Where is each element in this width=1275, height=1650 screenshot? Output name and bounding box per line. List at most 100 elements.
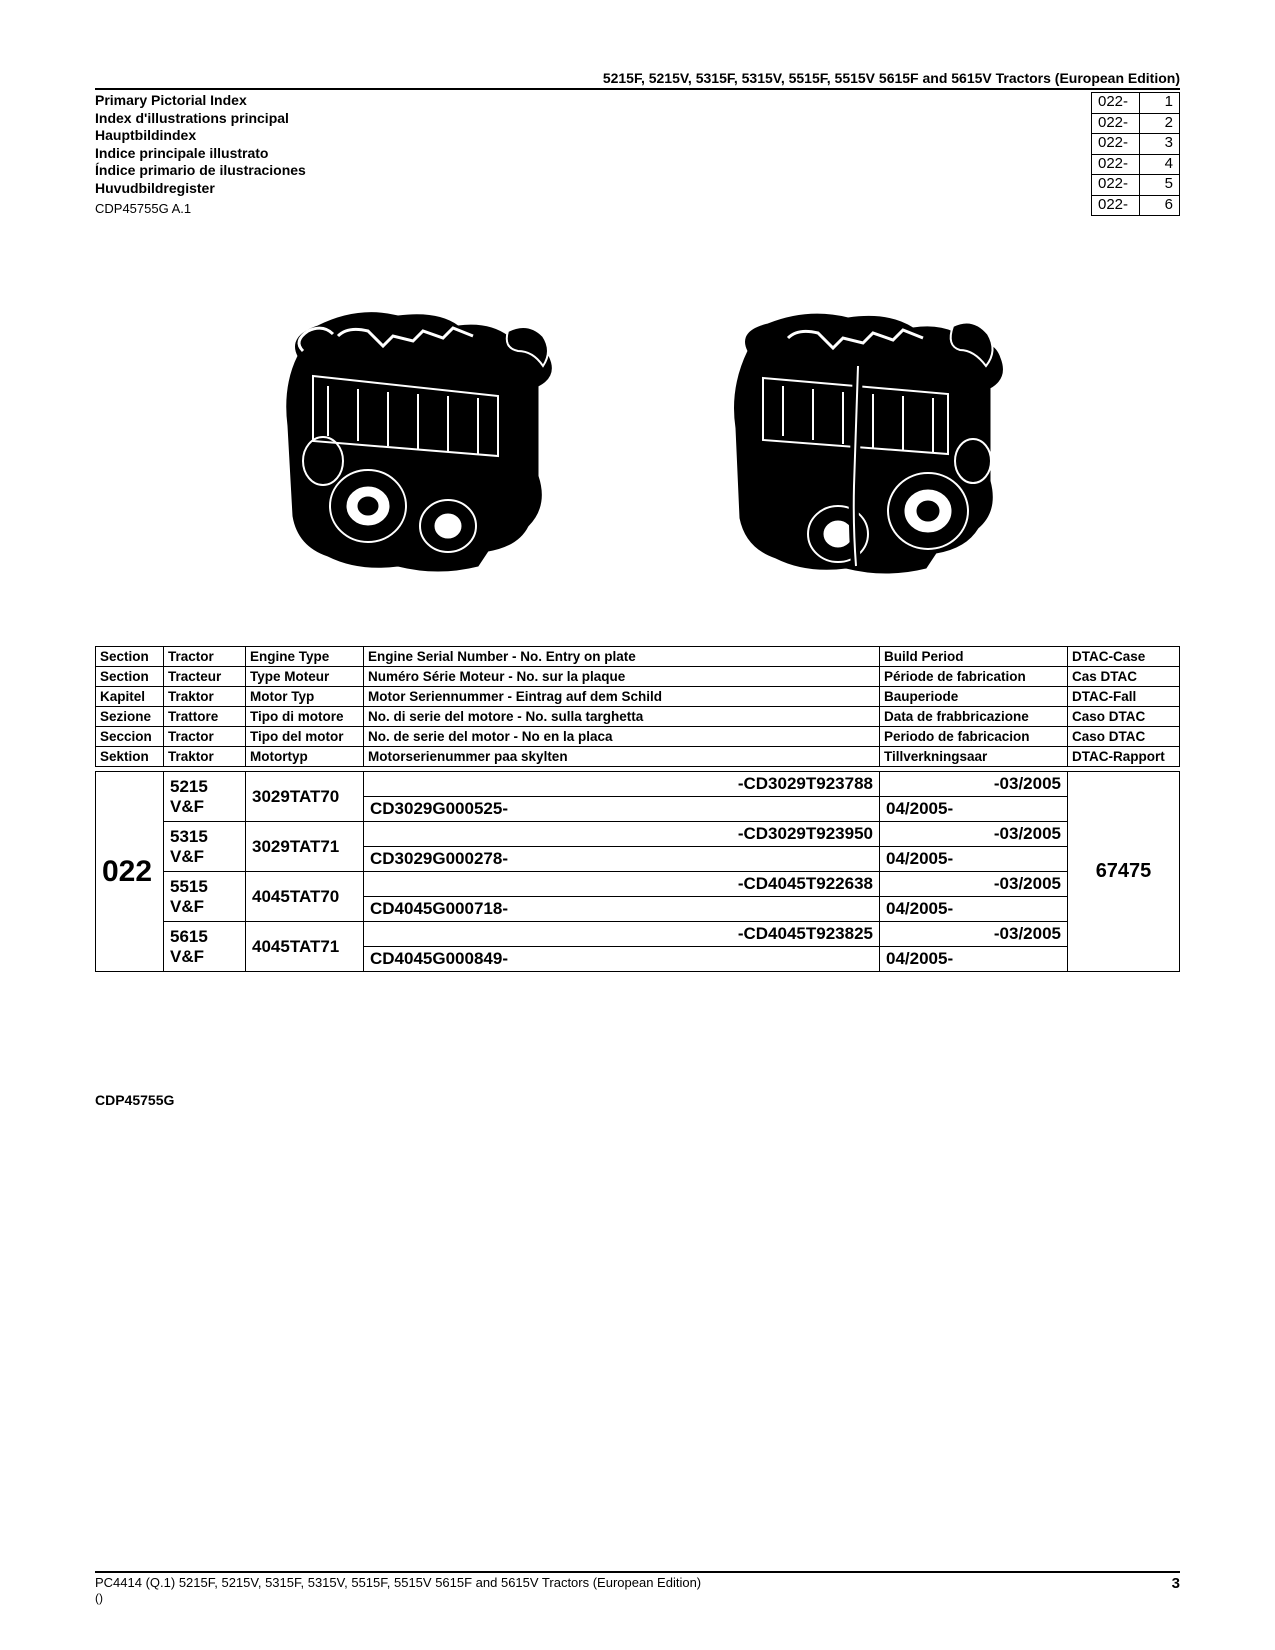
table-row: 5315 V&F 3029TAT71 -CD3029T923950 -03/20… (96, 822, 1180, 847)
table-row: SektionTraktorMotortypMotorserienummer p… (96, 747, 1180, 767)
engine-type: 3029TAT71 (246, 822, 364, 872)
th-engine: Tipo di motore (246, 707, 364, 727)
table-row: SezioneTrattoreTipo di motoreNo. di seri… (96, 707, 1180, 727)
th-serial: No. de serie del motor - No en la placa (364, 727, 880, 747)
th-section: Seccion (96, 727, 164, 747)
serial-number: CD3029G000278- (364, 847, 880, 872)
index-title-fr: Index d'illustrations principal (95, 110, 306, 128)
index-ref-sec: 022- (1092, 154, 1140, 175)
index-reference-table: 022-1 022-2 022-3 022-4 022-5 022-6 (1091, 92, 1180, 216)
engine-right-icon (678, 276, 1038, 586)
th-dtac: Caso DTAC (1068, 707, 1180, 727)
build-period: 04/2005- (880, 847, 1068, 872)
index-ref-pg: 4 (1140, 154, 1180, 175)
index-ref-pg: 6 (1140, 195, 1180, 216)
serial-number: CD4045G000849- (364, 947, 880, 972)
page-footer: PC4414 (Q.1) 5215F, 5215V, 5315F, 5315V,… (95, 1571, 1180, 1605)
table-row: SectionTractorEngine TypeEngine Serial N… (96, 647, 1180, 667)
cdp-reference-bottom: CDP45755G (95, 1092, 1180, 1108)
th-engine: Tipo del motor (246, 727, 364, 747)
th-dtac: Caso DTAC (1068, 727, 1180, 747)
build-period: -03/2005 (880, 872, 1068, 897)
th-dtac: DTAC-Rapport (1068, 747, 1180, 767)
footer-sub: () (95, 1591, 103, 1605)
tractor-model: 5215 V&F (164, 772, 246, 822)
th-tractor: Tractor (164, 727, 246, 747)
table-row: SectionTracteurType MoteurNuméro Série M… (96, 667, 1180, 687)
index-title-block: Primary Pictorial Index Index d'illustra… (95, 92, 306, 197)
build-period: 04/2005- (880, 897, 1068, 922)
engine-left-icon (238, 276, 598, 586)
serial-number: CD3029G000525- (364, 797, 880, 822)
index-title-es: Índice primario de ilustraciones (95, 162, 306, 180)
th-engine: Type Moteur (246, 667, 364, 687)
th-build: Période de fabrication (880, 667, 1068, 687)
th-engine: Engine Type (246, 647, 364, 667)
serial-number: -CD4045T923825 (364, 922, 880, 947)
index-ref-pg: 2 (1140, 113, 1180, 134)
th-build: Bauperiode (880, 687, 1068, 707)
engine-type: 4045TAT71 (246, 922, 364, 972)
index-ref-sec: 022- (1092, 175, 1140, 196)
th-section: Kapitel (96, 687, 164, 707)
th-section: Sezione (96, 707, 164, 727)
table-row: 022 5215 V&F 3029TAT70 -CD3029T923788 -0… (96, 772, 1180, 797)
serial-number: -CD3029T923788 (364, 772, 880, 797)
build-period: -03/2005 (880, 772, 1068, 797)
build-period: -03/2005 (880, 922, 1068, 947)
table-row: 5515 V&F 4045TAT70 -CD4045T922638 -03/20… (96, 872, 1180, 897)
index-title-sv: Huvudbildregister (95, 180, 306, 198)
index-ref-sec: 022- (1092, 113, 1140, 134)
serial-number: CD4045G000718- (364, 897, 880, 922)
serial-number: -CD4045T922638 (364, 872, 880, 897)
build-period: -03/2005 (880, 822, 1068, 847)
th-engine: Motortyp (246, 747, 364, 767)
build-period: 04/2005- (880, 797, 1068, 822)
build-period: 04/2005- (880, 947, 1068, 972)
cdp-reference-top: CDP45755G A.1 (95, 201, 306, 216)
th-dtac: DTAC-Fall (1068, 687, 1180, 707)
th-section: Section (96, 667, 164, 687)
document-header: 5215F, 5215V, 5315F, 5315V, 5515F, 5515V… (95, 70, 1180, 90)
section-number: 022 (96, 772, 164, 972)
index-ref-pg: 3 (1140, 134, 1180, 155)
th-tractor: Tractor (164, 647, 246, 667)
serial-number: -CD3029T923950 (364, 822, 880, 847)
th-serial: Motor Seriennummer - Eintrag auf dem Sch… (364, 687, 880, 707)
index-title-de: Hauptbildindex (95, 127, 306, 145)
th-tractor: Trattore (164, 707, 246, 727)
engine-data-table: 022 5215 V&F 3029TAT70 -CD3029T923788 -0… (95, 771, 1180, 972)
index-title-it: Indice principale illustrato (95, 145, 306, 163)
language-header-table: SectionTractorEngine TypeEngine Serial N… (95, 646, 1180, 767)
table-row: SeccionTractorTipo del motorNo. de serie… (96, 727, 1180, 747)
dtac-case: 67475 (1068, 772, 1180, 972)
th-section: Section (96, 647, 164, 667)
th-serial: Numéro Série Moteur - No. sur la plaque (364, 667, 880, 687)
th-engine: Motor Typ (246, 687, 364, 707)
footer-text: PC4414 (Q.1) 5215F, 5215V, 5315F, 5315V,… (95, 1575, 701, 1590)
page-number: 3 (1172, 1575, 1180, 1605)
th-serial: Engine Serial Number - No. Entry on plat… (364, 647, 880, 667)
index-ref-pg: 1 (1140, 93, 1180, 114)
engine-illustrations (95, 276, 1180, 586)
table-row: KapitelTraktorMotor TypMotor Seriennumme… (96, 687, 1180, 707)
th-build: Build Period (880, 647, 1068, 667)
tractor-model: 5515 V&F (164, 872, 246, 922)
th-build: Data de frabbricazione (880, 707, 1068, 727)
th-build: Periodo de fabricacion (880, 727, 1068, 747)
th-dtac: DTAC-Case (1068, 647, 1180, 667)
index-ref-sec: 022- (1092, 195, 1140, 216)
th-tractor: Tracteur (164, 667, 246, 687)
th-serial: Motorserienummer paa skylten (364, 747, 880, 767)
engine-type: 4045TAT70 (246, 872, 364, 922)
tractor-model: 5615 V&F (164, 922, 246, 972)
index-ref-pg: 5 (1140, 175, 1180, 196)
th-build: Tillverkningsaar (880, 747, 1068, 767)
table-row: 5615 V&F 4045TAT71 -CD4045T923825 -03/20… (96, 922, 1180, 947)
th-tractor: Traktor (164, 687, 246, 707)
th-serial: No. di serie del motore - No. sulla targ… (364, 707, 880, 727)
engine-type: 3029TAT70 (246, 772, 364, 822)
index-title-en: Primary Pictorial Index (95, 92, 306, 110)
th-section: Sektion (96, 747, 164, 767)
th-dtac: Cas DTAC (1068, 667, 1180, 687)
